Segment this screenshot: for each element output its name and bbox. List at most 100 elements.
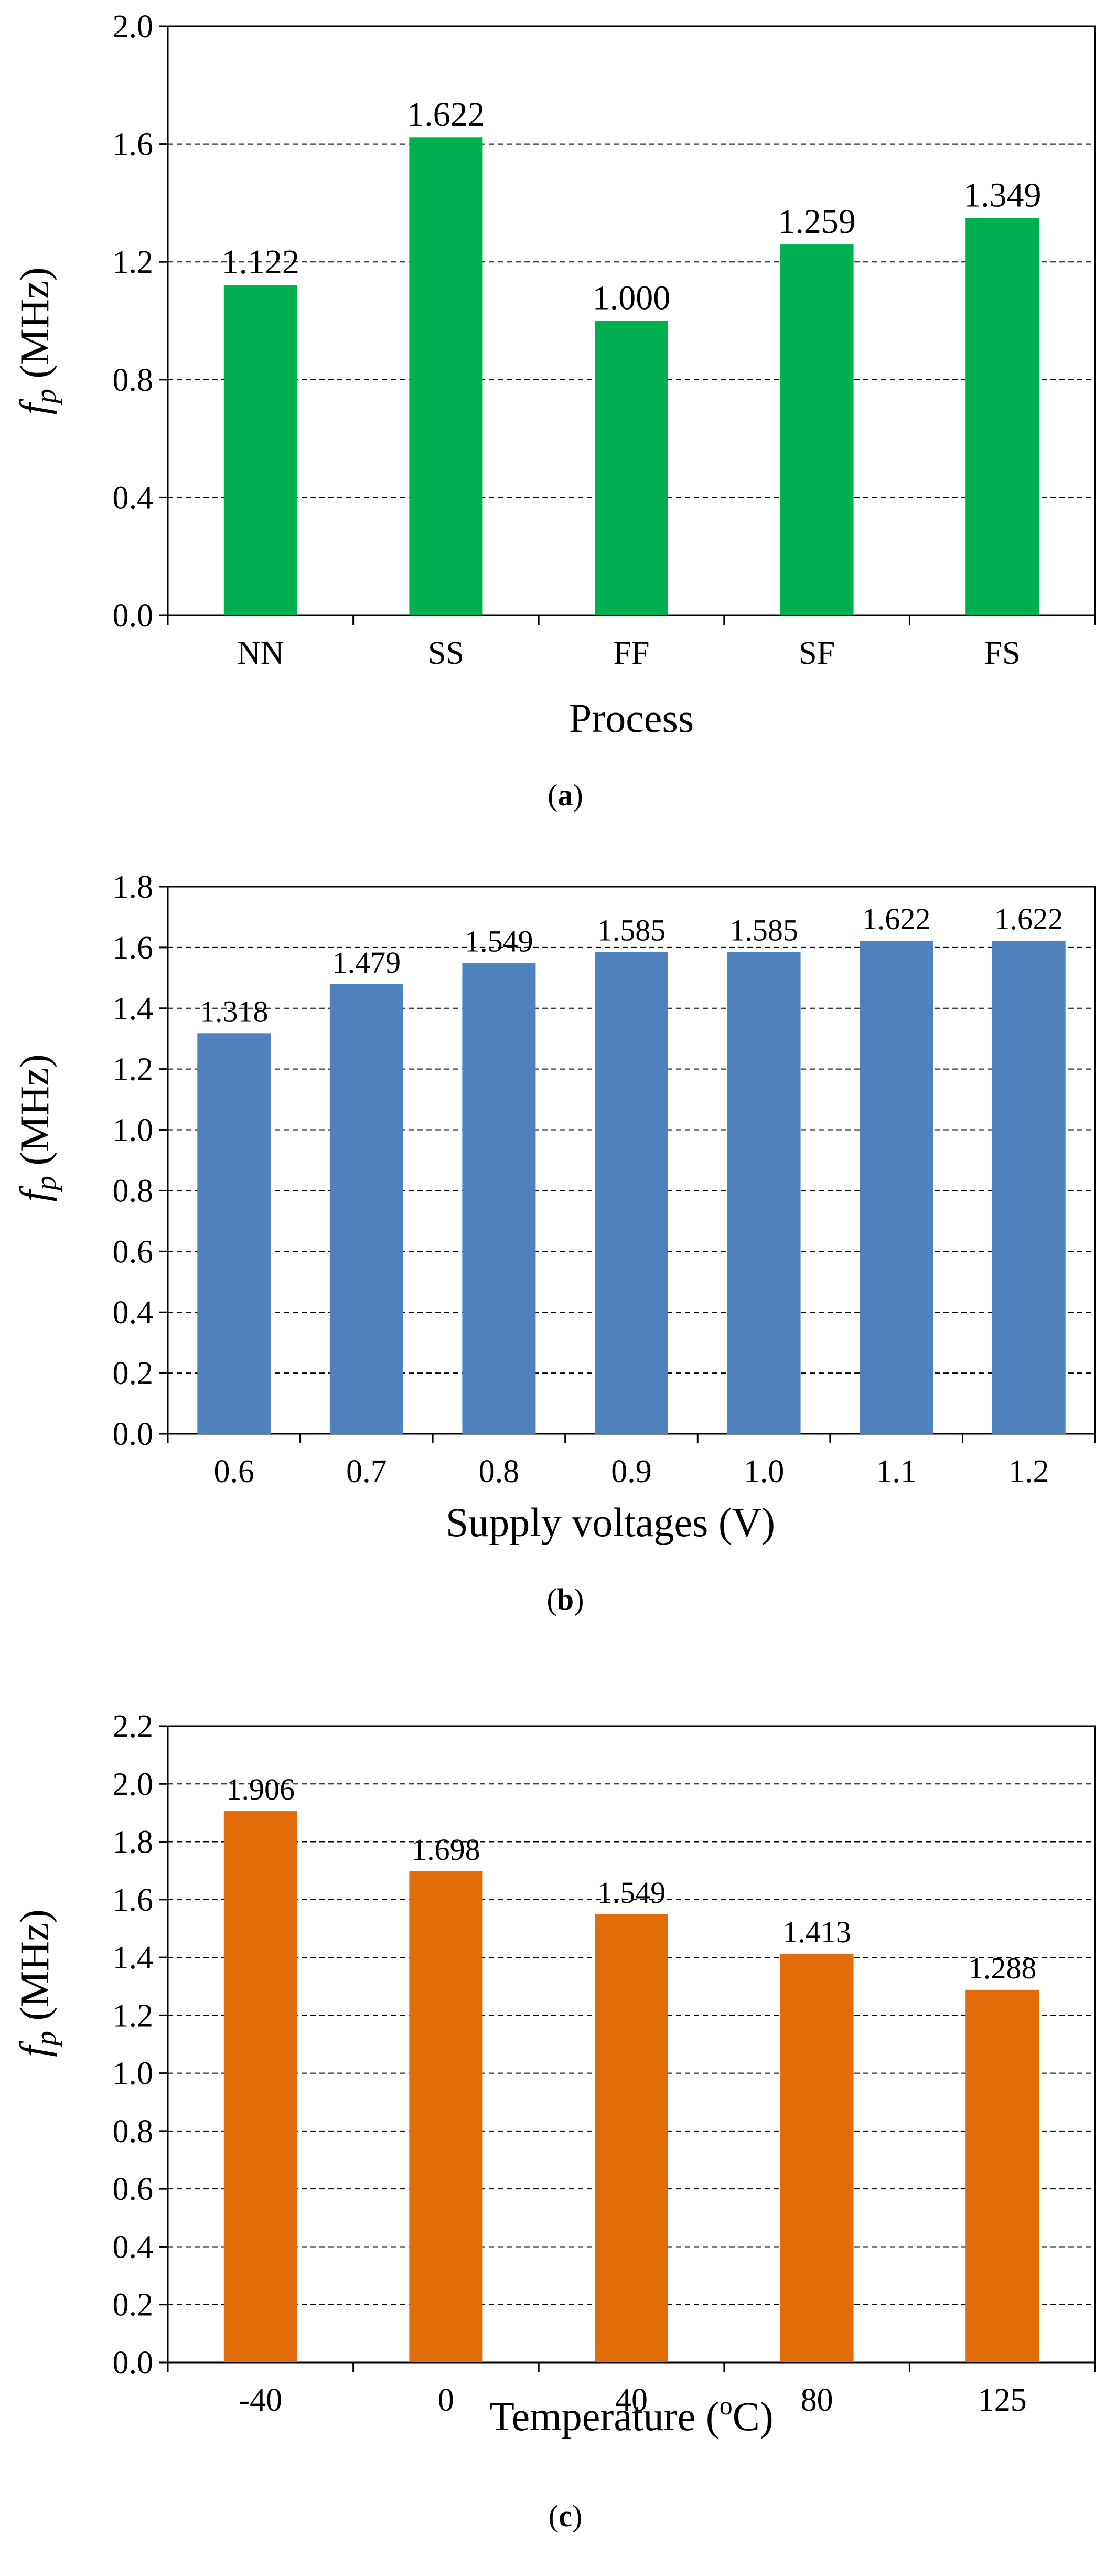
panel-b-y-tick-label: 1.8 xyxy=(113,869,154,905)
panel-c-y-tick-label: 0.4 xyxy=(113,2229,154,2265)
panel-c-y-tick-label: 0.2 xyxy=(113,2287,154,2323)
panel-c-bar-0 xyxy=(409,1871,483,2362)
panel-b-bar-0.9 xyxy=(595,952,668,1434)
panel-a-x-tick-label-NN: NN xyxy=(237,635,284,671)
panel-b-y-axis-unit: (MHz) xyxy=(12,1054,57,1176)
panel-c-y-axis-unit: (MHz) xyxy=(12,1909,57,2031)
panel-a-y-axis-unit: (MHz) xyxy=(12,267,57,389)
panel-c-data-label--40: 1.906 xyxy=(227,1772,295,1806)
panel-b-data-label-1.1: 1.622 xyxy=(862,902,931,936)
panel-a-y-tick-label: 1.2 xyxy=(113,244,154,280)
panel-b-y-axis-subscript: p xyxy=(30,1176,62,1193)
panel-b-x-tick-label-1.2: 1.2 xyxy=(1008,1454,1049,1489)
panel-c-y-tick-label: 1.6 xyxy=(113,1882,154,1918)
panel-c-y-ticks: 0.0 0.2 0.4 0.6 0.8 1.0 1.2 1.4 1.6 1.8 2.0 2.2 xyxy=(113,1709,168,2381)
panel-a-y-axis-subscript: p xyxy=(30,389,62,406)
panel-c-x-axis-title: Temperature (oC) xyxy=(489,2391,773,2439)
panel-c-x-tick-label-40: 40 xyxy=(615,2382,648,2418)
panel-c-y-tick-label: 2.0 xyxy=(113,1766,154,1802)
panel-a-caption: (a) xyxy=(548,778,583,812)
panel-b-caption-letter: b xyxy=(557,1582,574,1616)
panel-a-y-tick-label: 2.0 xyxy=(113,9,154,45)
panel-c-x-tick-label-80: 80 xyxy=(801,2382,833,2418)
panel-b-bar-0.8 xyxy=(462,963,536,1434)
panel-a-x-tick-label-FS: FS xyxy=(984,635,1021,671)
panel-b-bars: 1.318 1.479 1.549 1.585 1.585 1.622 1.622 xyxy=(197,902,1066,1434)
panel-a-caption-letter: a xyxy=(558,778,573,812)
panel-c-x-axis-tail: C) xyxy=(733,2393,774,2439)
panel-b-y-tick-label: 0.8 xyxy=(113,1173,154,1209)
panel-a-data-label-FF: 1.000 xyxy=(593,279,671,317)
panel-c-y-tick-label: 2.2 xyxy=(113,1709,154,1744)
panel-c-data-label-0: 1.698 xyxy=(412,1833,480,1867)
panel-b-x-tick-label-0.8: 0.8 xyxy=(479,1454,520,1489)
panel-c-bar-80 xyxy=(780,1953,854,2362)
panel-a-x-tick-label-SF: SF xyxy=(799,635,835,671)
panel-b-data-label-0.7: 1.479 xyxy=(332,945,401,980)
panel-b-x-tick-label-0.6: 0.6 xyxy=(214,1454,255,1489)
panel-c-data-label-80: 1.413 xyxy=(782,1915,851,1949)
panel-c-y-tick-label: 0.8 xyxy=(113,2114,154,2149)
panel-b-x-axis-title: Supply voltages (V) xyxy=(446,1499,775,1545)
panel-b-y-tick-label: 1.0 xyxy=(113,1113,154,1148)
panel-c-y-tick-label: 1.4 xyxy=(113,1940,154,1976)
panel-a-y-axis-title: fp (MHz) xyxy=(12,267,62,414)
panel-c-bar--40 xyxy=(223,1811,297,2362)
panel-a-y-tick-label: 0.8 xyxy=(113,363,154,398)
panel-a-data-label-SF: 1.259 xyxy=(778,203,856,241)
panel-a-bar-NN xyxy=(223,284,297,615)
panel-b-y-tick-label: 0.2 xyxy=(113,1356,154,1391)
panel-b-y-tick-label: 0.0 xyxy=(113,1417,154,1452)
panel-a-chart: 1.122 1.622 1.000 1.259 1.349 0.0 0.4 0.8 1.2 1.… xyxy=(12,9,1096,812)
panel-b-data-label-0.9: 1.585 xyxy=(597,913,666,948)
panel-c-bar-125 xyxy=(965,1989,1039,2362)
panel-b-x-tick-label-0.9: 0.9 xyxy=(611,1454,652,1489)
panel-b-y-tick-label: 1.6 xyxy=(113,930,154,966)
panel-b-data-label-1.0: 1.585 xyxy=(729,913,798,948)
panel-a-x-tick-label-SS: SS xyxy=(428,635,464,671)
panel-a-y-tick-label: 0.0 xyxy=(113,598,154,634)
panel-c-y-tick-label: 1.2 xyxy=(113,1998,154,2034)
panel-b-caption: (b) xyxy=(547,1582,584,1616)
panel-c-y-tick-label: 0.6 xyxy=(113,2171,154,2207)
panel-c-y-axis-subscript: p xyxy=(30,2031,62,2048)
panel-a-bar-SS xyxy=(409,137,483,615)
panel-c-y-axis-title: fp (MHz) xyxy=(12,1909,62,2057)
panel-a-x-axis-title: Process xyxy=(569,695,694,741)
panel-a-bar-FF xyxy=(595,321,668,615)
panel-c-data-label-125: 1.288 xyxy=(968,1951,1037,1985)
panel-a-bar-FS xyxy=(965,218,1039,615)
panel-b-y-tick-label: 1.4 xyxy=(113,991,154,1027)
panel-b-data-label-0.8: 1.549 xyxy=(465,924,533,958)
panel-c-y-tick-label: 0.0 xyxy=(113,2345,154,2381)
panel-c-x-ticks: -40 0 40 80 125 xyxy=(167,2362,1096,2418)
panel-a-data-label-NN: 1.122 xyxy=(222,243,300,281)
panel-b-y-tick-label: 0.6 xyxy=(113,1234,154,1270)
panel-c-x-tick-label-0: 0 xyxy=(438,2382,454,2418)
panel-b-bar-0.7 xyxy=(329,984,403,1434)
panel-a-x-tick-label-FF: FF xyxy=(614,635,650,671)
panel-c-caption: (c) xyxy=(549,2499,582,2533)
panel-b-chart: 1.318 1.479 1.549 1.585 1.585 1.622 1.622 0.0 0… xyxy=(12,869,1096,1616)
panel-b-bar-1.2 xyxy=(992,941,1066,1434)
panel-b-x-ticks: 0.6 0.7 0.8 0.9 1.0 1.1 1.2 xyxy=(167,1434,1096,1489)
panel-b-y-axis-title: fp (MHz) xyxy=(12,1054,62,1201)
panel-b-x-tick-label-1.0: 1.0 xyxy=(744,1454,785,1489)
panel-c-bar-40 xyxy=(595,1914,668,2362)
panel-b-data-label-0.6: 1.318 xyxy=(200,994,269,1028)
panel-c-y-tick-label: 1.8 xyxy=(113,1825,154,1860)
panel-b-bar-0.6 xyxy=(197,1033,271,1434)
panel-b-bar-1.1 xyxy=(860,941,933,1434)
panel-a-y-tick-label: 0.4 xyxy=(113,480,154,516)
panel-c-x-axis-degree: o xyxy=(720,2391,733,2420)
panel-c-bars: 1.906 1.698 1.549 1.413 1.288 xyxy=(223,1772,1039,2362)
panel-c-y-tick-label: 1.0 xyxy=(113,2056,154,2092)
panel-c-x-tick-label--40: -40 xyxy=(239,2382,282,2418)
panel-b-data-label-1.2: 1.622 xyxy=(994,902,1063,936)
panel-a-data-label-SS: 1.622 xyxy=(407,95,485,134)
panel-a-x-ticks: NN SS FF SF FS xyxy=(167,615,1096,671)
panel-c-x-tick-label-125: 125 xyxy=(978,2382,1027,2418)
panel-b-x-tick-label-1.1: 1.1 xyxy=(876,1454,917,1489)
